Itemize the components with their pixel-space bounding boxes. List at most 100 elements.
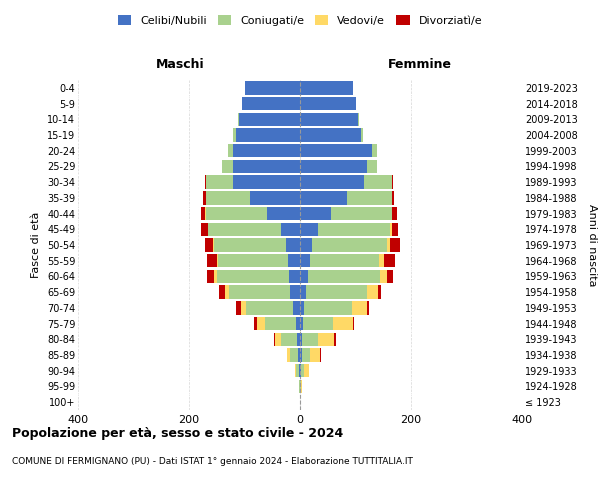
Bar (206, 207, 266, 220)
Bar (300, 380, 301, 393)
Bar (233, 176, 300, 189)
Bar (296, 317, 300, 330)
Bar (378, 286, 381, 299)
Bar (361, 128, 363, 141)
Bar (367, 160, 377, 173)
Bar (300, 238, 312, 252)
Bar (265, 317, 296, 330)
Bar (298, 348, 300, 362)
Bar (300, 128, 361, 141)
Bar (296, 364, 299, 378)
Bar (302, 348, 310, 362)
Bar (372, 144, 377, 158)
Legend: Celibi/Nubili, Coniugati/e, Vedovi/e, Divorziatì/e: Celibi/Nubili, Coniugati/e, Vedovi/e, Di… (113, 10, 487, 30)
Bar (305, 286, 367, 299)
Bar (205, 176, 206, 189)
Bar (300, 112, 358, 126)
Bar (300, 222, 318, 236)
Bar (217, 270, 289, 283)
Bar (299, 380, 300, 393)
Bar (308, 270, 380, 283)
Bar (364, 176, 392, 189)
Bar (288, 254, 300, 268)
Bar (290, 286, 300, 299)
Bar (238, 112, 239, 126)
Bar (297, 332, 300, 346)
Text: Femmine: Femmine (388, 58, 452, 71)
Bar (236, 128, 300, 141)
Bar (301, 364, 304, 378)
Bar (208, 222, 281, 236)
Bar (300, 191, 347, 204)
Bar (358, 112, 359, 126)
Bar (367, 286, 378, 299)
Bar (233, 160, 300, 173)
Bar (300, 207, 331, 220)
Bar (266, 207, 300, 220)
Bar (228, 144, 233, 158)
Bar (295, 364, 296, 378)
Bar (245, 81, 300, 94)
Bar (390, 238, 400, 252)
Bar (289, 270, 300, 283)
Bar (207, 254, 217, 268)
Bar (300, 176, 364, 189)
Y-axis label: Fasce di età: Fasce di età (31, 212, 41, 278)
Bar (331, 207, 392, 220)
Bar (300, 286, 305, 299)
Bar (239, 112, 300, 126)
Bar (242, 97, 300, 110)
Bar (390, 222, 392, 236)
Bar (300, 97, 355, 110)
Bar (300, 144, 372, 158)
Bar (387, 238, 390, 252)
Bar (275, 332, 281, 346)
Bar (217, 254, 218, 268)
Bar (236, 301, 241, 314)
Bar (214, 270, 217, 283)
Bar (300, 81, 353, 94)
Bar (303, 317, 334, 330)
Text: Maschi: Maschi (155, 58, 205, 71)
Bar (300, 364, 301, 378)
Bar (301, 380, 302, 393)
Bar (250, 191, 300, 204)
Bar (310, 348, 320, 362)
Bar (352, 301, 367, 314)
Bar (233, 128, 236, 141)
Bar (312, 238, 387, 252)
Bar (318, 332, 334, 346)
Bar (206, 176, 233, 189)
Bar (290, 348, 298, 362)
Bar (205, 238, 213, 252)
Bar (246, 301, 293, 314)
Bar (392, 191, 394, 204)
Bar (281, 222, 300, 236)
Bar (257, 317, 265, 330)
Bar (318, 222, 390, 236)
Bar (304, 364, 309, 378)
Bar (347, 191, 392, 204)
Bar (208, 270, 214, 283)
Text: COMUNE DI FERMIGNANO (PU) - Dati ISTAT 1° gennaio 2024 - Elaborazione TUTTITALIA: COMUNE DI FERMIGNANO (PU) - Dati ISTAT 1… (12, 458, 413, 466)
Bar (224, 286, 229, 299)
Bar (392, 207, 397, 220)
Bar (200, 207, 205, 220)
Bar (281, 332, 297, 346)
Bar (254, 317, 257, 330)
Bar (334, 332, 335, 346)
Bar (219, 286, 224, 299)
Bar (300, 270, 308, 283)
Bar (203, 191, 206, 204)
Bar (286, 238, 300, 252)
Bar (310, 254, 379, 268)
Bar (214, 238, 286, 252)
Bar (300, 348, 302, 362)
Bar (353, 317, 355, 330)
Bar (304, 301, 352, 314)
Bar (222, 160, 233, 173)
Bar (274, 332, 275, 346)
Bar (233, 144, 300, 158)
Bar (302, 332, 318, 346)
Y-axis label: Anni di nascita: Anni di nascita (587, 204, 597, 286)
